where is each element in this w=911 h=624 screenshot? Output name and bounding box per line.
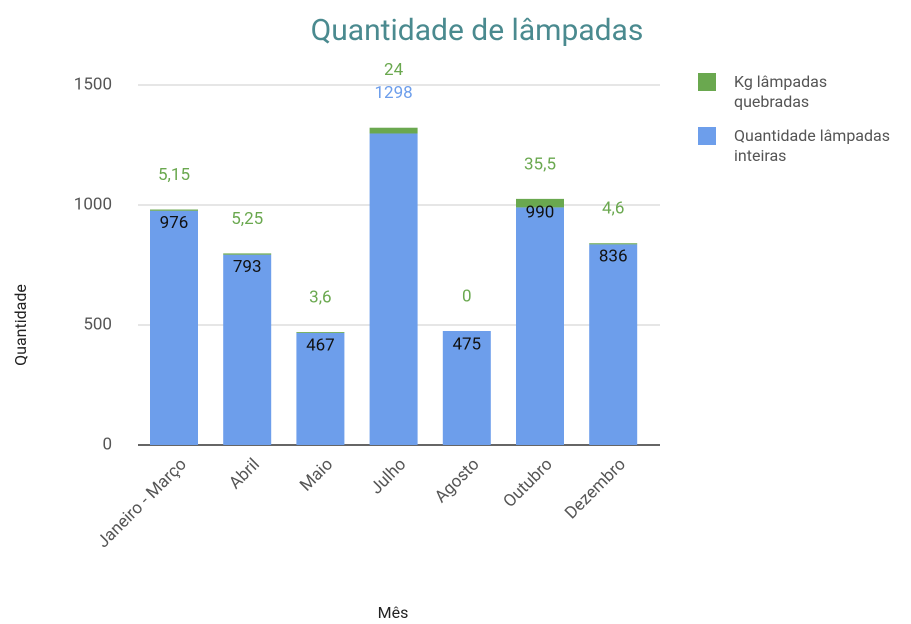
bar-segment xyxy=(589,244,638,445)
y-tick-label: 1000 xyxy=(74,194,112,214)
legend: Kg lâmpadas quebradas Quantidade lâmpadas… xyxy=(698,72,898,180)
data-label: 4,6 xyxy=(602,199,624,219)
bar-segment xyxy=(223,254,272,445)
x-tick-label: Outubro xyxy=(500,455,557,512)
bar-segment xyxy=(150,210,198,445)
legend-label: Kg lâmpadas quebradas xyxy=(734,72,828,111)
bar-segment xyxy=(516,207,564,445)
bar-segment xyxy=(442,331,491,445)
data-label: 24 xyxy=(384,60,404,80)
legend-swatch xyxy=(698,73,716,91)
y-axis-title: Quantidade xyxy=(11,284,30,366)
y-tick-label: 500 xyxy=(83,314,112,334)
data-label: 0 xyxy=(462,286,472,306)
legend-swatch xyxy=(698,127,716,145)
x-tick-label: Dezembro xyxy=(561,455,630,524)
data-label: 1298 xyxy=(374,83,412,103)
data-label: 467 xyxy=(306,336,335,356)
legend-item: Quantidade lâmpadas inteiras xyxy=(698,126,898,166)
data-label: 793 xyxy=(233,257,262,277)
data-label: 3,6 xyxy=(309,288,331,308)
y-tick-label: 0 xyxy=(102,434,112,454)
data-label: 35,5 xyxy=(524,154,556,174)
x-tick-label: Agosto xyxy=(431,455,483,507)
data-label: 5,15 xyxy=(158,165,190,185)
legend-label: Quantidade lâmpadas inteiras xyxy=(734,126,890,165)
bar-segment xyxy=(296,332,345,445)
x-tick-label: Janeiro - Março xyxy=(93,455,190,552)
bar-segment xyxy=(589,243,638,245)
x-tick-label: Julho xyxy=(366,455,410,499)
data-label: 475 xyxy=(452,334,481,354)
data-label: 990 xyxy=(526,202,555,222)
bar-segment xyxy=(296,332,345,333)
bar-segment xyxy=(369,127,418,134)
data-label: 976 xyxy=(160,213,189,233)
legend-item: Kg lâmpadas quebradas xyxy=(698,72,898,112)
data-label: 836 xyxy=(599,247,628,267)
bar-segment xyxy=(369,133,418,446)
y-tick-label: 1500 xyxy=(74,74,112,94)
bar-segment xyxy=(516,198,564,208)
x-tick-label: Maio xyxy=(296,455,337,496)
x-tick-label: Abril xyxy=(225,455,264,494)
chart-title: Quantidade de lâmpadas xyxy=(311,13,644,48)
bar-segment xyxy=(223,253,272,255)
x-axis-title: Mês xyxy=(378,603,409,622)
bar-segment xyxy=(150,209,198,211)
data-label: 5,25 xyxy=(231,209,263,229)
